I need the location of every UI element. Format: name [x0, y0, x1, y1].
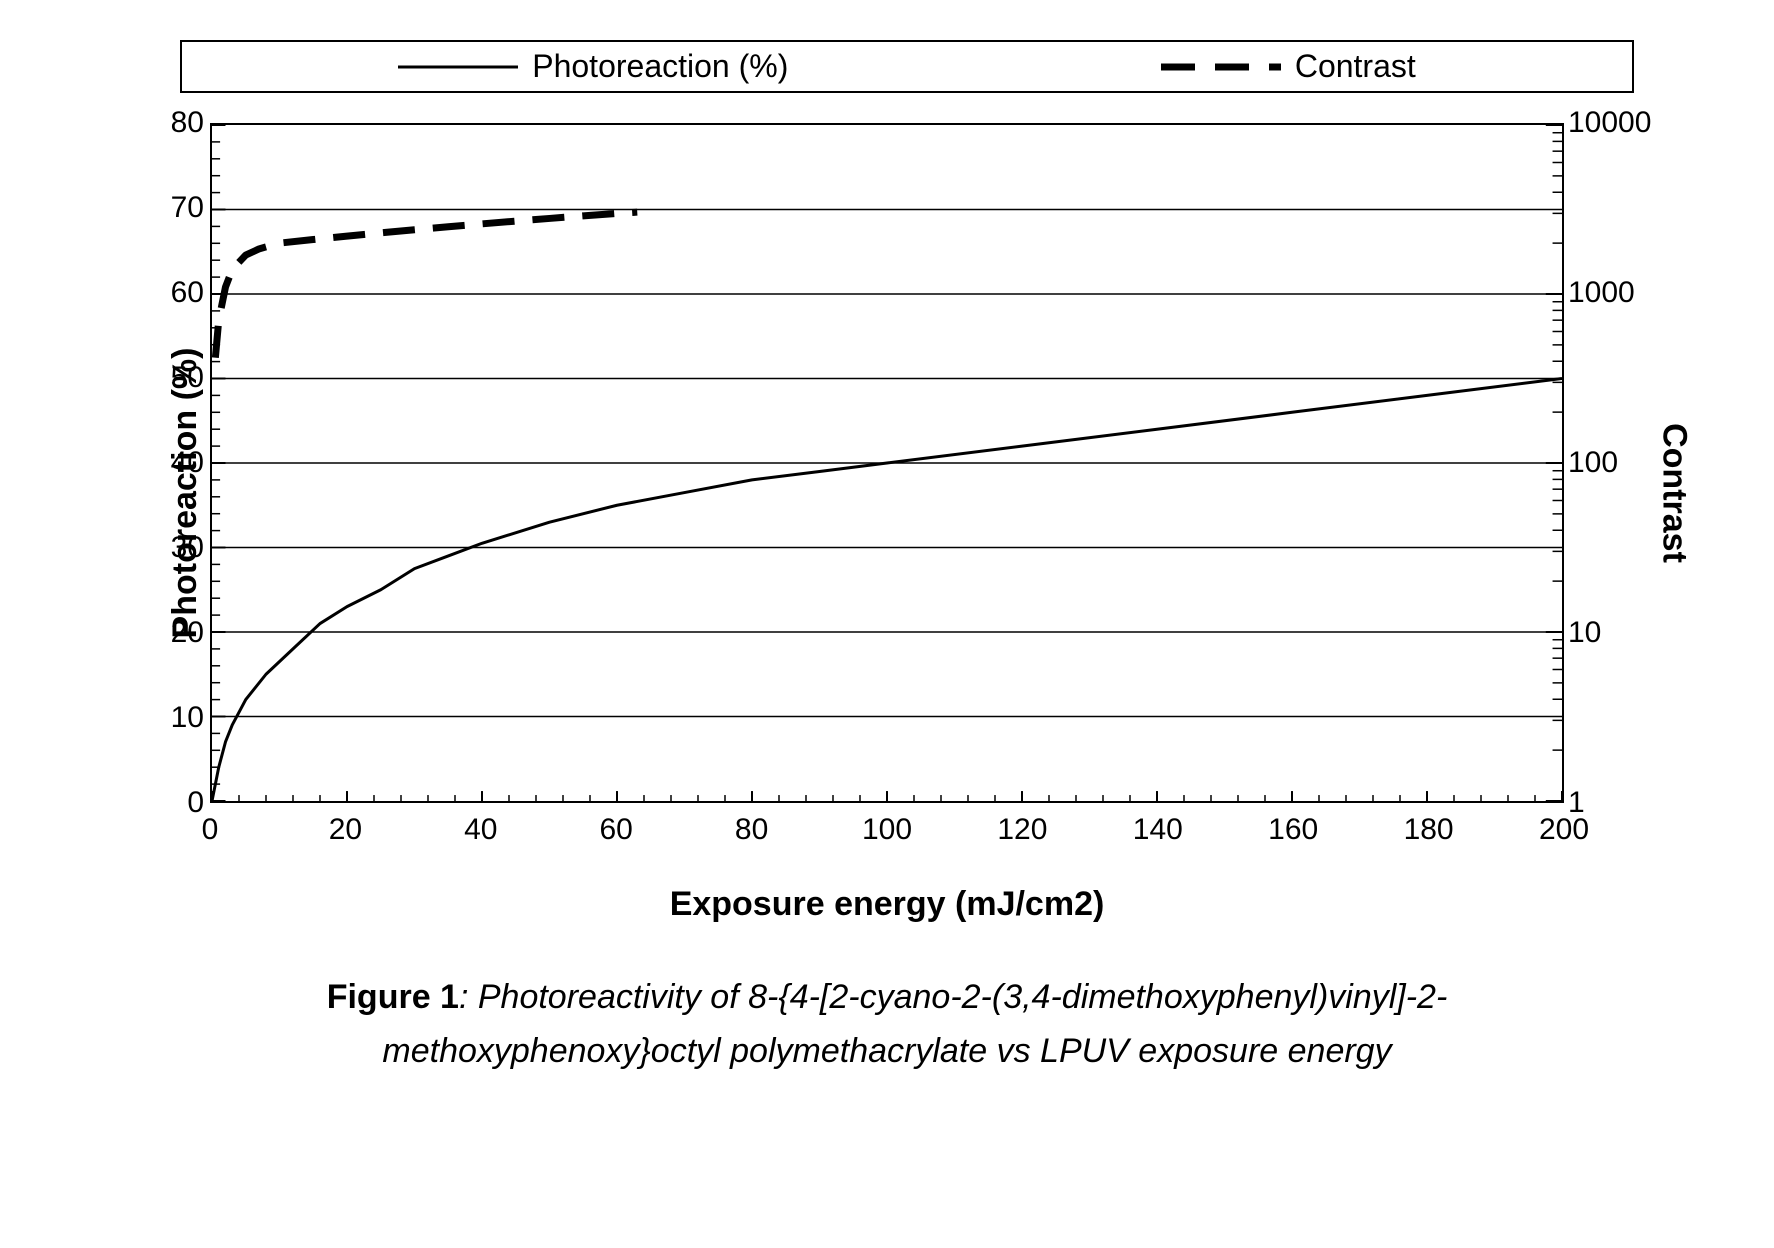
y1-tick-label: 30	[150, 531, 204, 565]
legend-label-contrast: Contrast	[1295, 48, 1416, 85]
x-tick-label: 180	[1404, 813, 1454, 847]
plot-box	[210, 123, 1564, 803]
x-tick-label: 60	[600, 813, 633, 847]
y1-tick-label: 40	[150, 446, 204, 480]
x-tick-label: 20	[329, 813, 362, 847]
x-tick-label: 80	[735, 813, 768, 847]
caption-line-1: : Photoreactivity of 8-{4-[2-cyano-2-(3,…	[459, 978, 1447, 1016]
x-tick-label: 120	[997, 813, 1047, 847]
y1-tick-label: 50	[150, 361, 204, 395]
y1-tick-label: 60	[150, 276, 204, 310]
plot-svg	[212, 125, 1562, 801]
x-tick-label: 160	[1268, 813, 1318, 847]
legend: Photoreaction (%) Contrast	[180, 40, 1634, 93]
figure-caption: Figure 1: Photoreactivity of 8-{4-[2-cya…	[40, 970, 1734, 1079]
chart-area: Photoreaction (%) Contrast 0102030405060…	[40, 113, 1734, 873]
x-tick-label: 100	[862, 813, 912, 847]
y2-tick-label: 10000	[1568, 106, 1654, 140]
y1-tick-label: 20	[150, 616, 204, 650]
legend-line-dashed-icon	[1161, 60, 1281, 74]
figure-container: Photoreaction (%) Contrast Photoreaction…	[40, 40, 1734, 1079]
legend-item-contrast: Contrast	[1161, 48, 1416, 85]
caption-line-2: methoxyphenoxy}octyl polymethacrylate vs…	[382, 1032, 1391, 1070]
y2-tick-labels: 110100100010000	[1568, 123, 1654, 803]
caption-figure-number: Figure 1	[327, 978, 459, 1016]
y2-axis-label: Contrast	[1655, 423, 1694, 563]
x-tick-labels: 020406080100120140160180200	[210, 813, 1564, 853]
y1-tick-labels: 01020304050607080	[150, 123, 204, 803]
y1-tick-label: 80	[150, 106, 204, 140]
x-tick-label: 40	[464, 813, 497, 847]
x-tick-label: 200	[1539, 813, 1589, 847]
legend-line-solid-icon	[398, 62, 518, 72]
x-tick-label: 0	[202, 813, 219, 847]
legend-item-photoreaction: Photoreaction (%)	[398, 48, 788, 85]
legend-label-photoreaction: Photoreaction (%)	[532, 48, 788, 85]
y1-tick-label: 10	[150, 701, 204, 735]
y1-tick-label: 0	[150, 786, 204, 820]
y2-tick-label: 1000	[1568, 276, 1654, 310]
x-tick-label: 140	[1133, 813, 1183, 847]
x-axis-label: Exposure energy (mJ/cm2)	[40, 885, 1734, 924]
y1-tick-label: 70	[150, 191, 204, 225]
y2-tick-label: 10	[1568, 616, 1654, 650]
y2-tick-label: 100	[1568, 446, 1654, 480]
